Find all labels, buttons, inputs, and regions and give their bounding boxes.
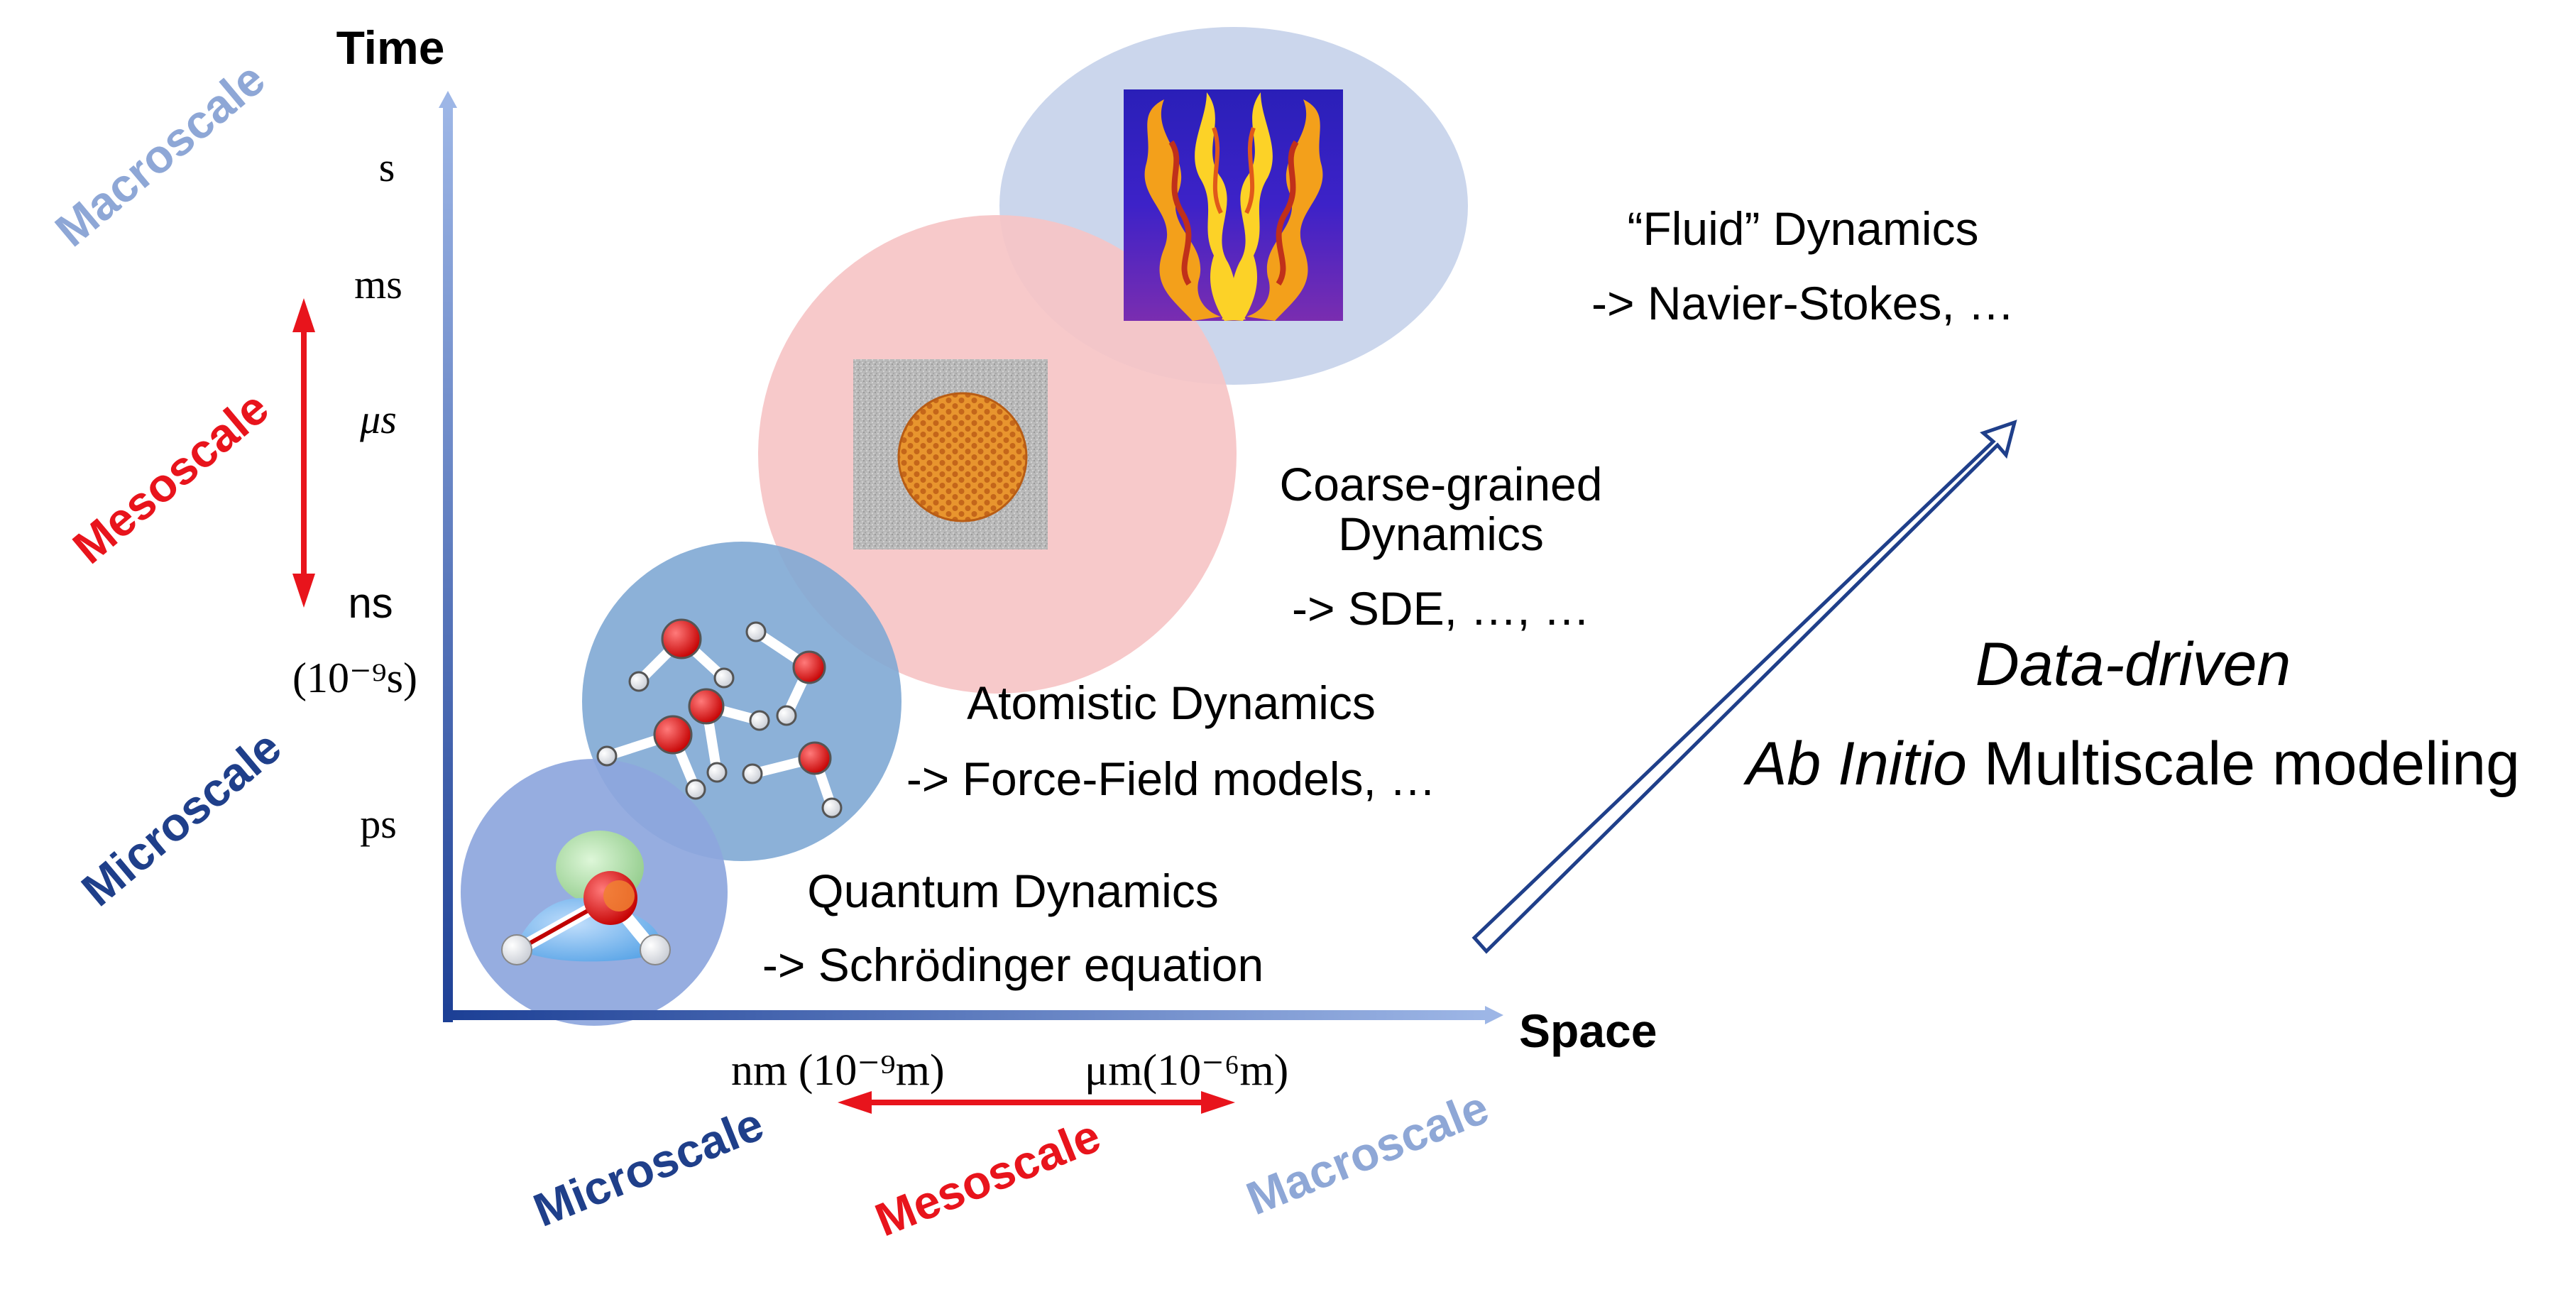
time-tick-us: μs bbox=[359, 396, 397, 442]
horizontal-mesoscale-label: Mesoscale bbox=[868, 1109, 1107, 1247]
coarse-title-line2: Dynamics bbox=[1338, 508, 1544, 560]
headline-line1: Data-driven bbox=[1975, 630, 2291, 699]
quantum-title: Quantum Dynamics bbox=[807, 865, 1219, 917]
horizontal-microscale-label: Microscale bbox=[526, 1097, 770, 1236]
atomistic-title: Atomistic Dynamics bbox=[967, 677, 1376, 729]
fluid-model: -> Navier-Stokes, … bbox=[1591, 277, 2015, 329]
headline-line2: Ab Initio Multiscale modeling bbox=[1743, 730, 2520, 798]
time-tick-labels: s ms μs ns (10⁻⁹s) ps bbox=[292, 144, 417, 847]
time-axis-label: Time bbox=[336, 21, 445, 74]
vertical-macroscale-label: Macroscale bbox=[45, 52, 275, 256]
coarse-title-line1: Coarse-grained bbox=[1280, 458, 1603, 510]
space-axis-label: Space bbox=[1519, 1004, 1657, 1057]
time-tick-ps: ps bbox=[360, 801, 397, 847]
headline-ab-initio: Ab Initio bbox=[1743, 730, 1967, 798]
horizontal-meso-arrow bbox=[838, 1091, 1235, 1114]
coarse-model: -> SDE, …, … bbox=[1292, 582, 1590, 635]
space-tick-um: μm(10⁻⁶m) bbox=[1085, 1046, 1288, 1095]
quantum-molecule bbox=[501, 831, 671, 965]
fluid-title: “Fluid” Dynamics bbox=[1627, 202, 1978, 255]
vertical-microscale-label: Microscale bbox=[72, 720, 291, 916]
coarse-grained-image bbox=[853, 359, 1048, 549]
headline: Data-driven Ab Initio Multiscale modelin… bbox=[1743, 630, 2520, 798]
fluid-simulation-image bbox=[1124, 89, 1343, 321]
atomistic-molecules bbox=[596, 618, 843, 818]
time-tick-s: s bbox=[379, 144, 395, 190]
time-tick-ns-value: (10⁻⁹s) bbox=[292, 655, 417, 701]
headline-rest: Multiscale modeling bbox=[1967, 730, 2520, 798]
time-tick-ns: ns bbox=[348, 579, 393, 627]
space-axis bbox=[443, 1006, 1503, 1024]
vertical-meso-arrow bbox=[292, 298, 315, 608]
space-tick-nm: nm (10⁻⁹m) bbox=[731, 1046, 945, 1095]
atomistic-model: -> Force-Field models, … bbox=[906, 752, 1436, 805]
vertical-mesoscale-label: Mesoscale bbox=[63, 381, 278, 574]
time-tick-ms: ms bbox=[354, 261, 402, 307]
time-axis bbox=[439, 91, 457, 1022]
quantum-model: -> Schrödinger equation bbox=[762, 938, 1264, 991]
horizontal-macroscale-label: Macroscale bbox=[1239, 1080, 1496, 1225]
progression-arrow bbox=[1471, 420, 2017, 954]
